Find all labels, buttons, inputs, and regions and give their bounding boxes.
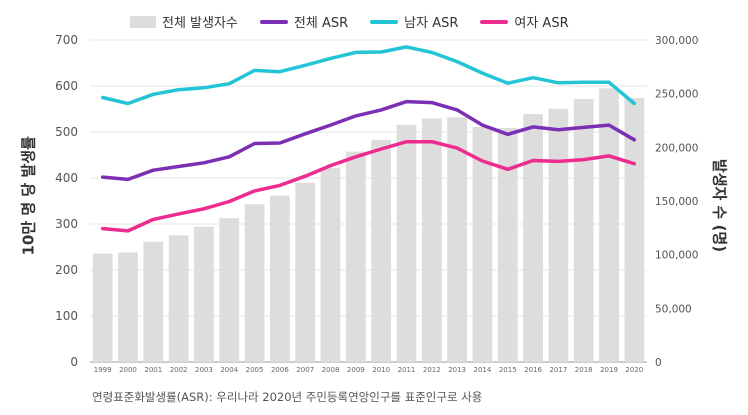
y-tick-label-right: 0 xyxy=(655,357,662,369)
y-tick-label-right: 100,000 xyxy=(655,250,698,262)
x-tick-label: 2015 xyxy=(499,366,517,374)
x-tick-label: 2010 xyxy=(372,366,390,374)
x-tick-label: 2005 xyxy=(246,366,264,374)
y-tick-label-left: 400 xyxy=(55,171,78,185)
legend-swatch-total-asr xyxy=(259,19,288,24)
bar-2011 xyxy=(396,124,417,362)
legend-label-total-asr: 전체 ASR xyxy=(293,16,349,31)
bar-2003 xyxy=(194,226,214,362)
legend-label-female-asr: 여자 ASR xyxy=(514,16,569,31)
legend-swatch-bar xyxy=(130,15,156,28)
bar-2010 xyxy=(371,139,392,362)
bar-1999 xyxy=(92,253,113,362)
y-tick-label-right: 50,000 xyxy=(655,303,692,315)
series-line-1 xyxy=(100,45,637,106)
legend-label-male-asr: 남자 ASR xyxy=(404,16,459,31)
x-tick-label: 2003 xyxy=(195,366,213,374)
bar-2000 xyxy=(118,252,138,362)
y-tick-label-left: 200 xyxy=(55,263,78,277)
x-tick-label: 2013 xyxy=(448,366,466,374)
chart-legend: 전체 발생자수 전체 ASR 남자 ASR 여자 ASR xyxy=(130,12,569,31)
x-tick-label: 2004 xyxy=(220,366,238,374)
x-tick-label: 2020 xyxy=(625,366,643,374)
bar-2014 xyxy=(472,126,493,362)
x-tick-label: 2011 xyxy=(398,366,416,374)
x-tick-label: 2017 xyxy=(549,366,567,374)
x-tick-label: 2018 xyxy=(575,366,593,374)
x-tick-label: 2009 xyxy=(347,366,365,374)
y-tick-label-left: 500 xyxy=(55,125,78,139)
y-tick-label-right: 200,000 xyxy=(655,142,698,154)
legend-item-female-asr: 여자 ASR xyxy=(480,12,569,31)
bar-2006 xyxy=(270,195,290,362)
y-tick-label-left: 300 xyxy=(55,217,78,231)
legend-item-total-cases: 전체 발생자수 xyxy=(130,12,238,31)
bar-2012 xyxy=(421,118,442,362)
bar-2016 xyxy=(523,114,543,362)
legend-item-total-asr: 전체 ASR xyxy=(259,12,349,31)
legend-swatch-male-asr xyxy=(370,19,399,24)
bar-2018 xyxy=(573,99,594,363)
y-axis-label-left: 10만 명 당 발생률 xyxy=(19,136,38,256)
y-tick-label-left: 0 xyxy=(70,355,78,369)
x-tick-label: 2014 xyxy=(474,366,492,374)
bar-2013 xyxy=(447,117,467,362)
y-tick-label-left: 600 xyxy=(55,79,78,93)
x-tick-label: 2000 xyxy=(119,366,137,374)
bar-2001 xyxy=(143,241,164,362)
x-tick-label: 1999 xyxy=(94,366,112,374)
y-axis-label-right: 발생자 수 (명) xyxy=(710,158,729,253)
y-tick-label-left: 700 xyxy=(55,33,78,47)
series-line-0 xyxy=(100,99,637,182)
legend-label-total-cases: 전체 발생자수 xyxy=(162,16,238,31)
y-tick-label-right: 300,000 xyxy=(655,35,698,47)
x-tick-label: 2001 xyxy=(144,366,162,374)
series-line-2 xyxy=(100,139,637,233)
bar-2007 xyxy=(295,182,316,362)
bar-2004 xyxy=(219,218,240,362)
bar-2008 xyxy=(320,167,341,362)
bar-2002 xyxy=(168,235,189,362)
x-tick-label: 2019 xyxy=(600,366,618,374)
x-tick-label: 2008 xyxy=(322,366,340,374)
x-tick-label: 2016 xyxy=(524,366,542,374)
y-tick-label-right: 250,000 xyxy=(655,89,698,101)
x-tick-label: 2002 xyxy=(170,366,188,374)
x-tick-label: 2006 xyxy=(271,366,289,374)
legend-item-male-asr: 남자 ASR xyxy=(370,12,458,31)
y-tick-label-left: 100 xyxy=(55,309,78,323)
bar-2009 xyxy=(345,151,366,362)
y-tick-label-right: 150,000 xyxy=(655,196,698,208)
bar-2015 xyxy=(497,128,518,362)
bar-2017 xyxy=(548,108,569,363)
legend-swatch-female-asr xyxy=(480,19,509,24)
bar-2005 xyxy=(244,204,265,362)
x-tick-label: 2012 xyxy=(423,366,441,374)
footnote: 연령표준화발생률(ASR): 우리나라 2020년 주민등록연앙인구를 표준인구… xyxy=(92,390,483,404)
x-tick-label: 2007 xyxy=(296,366,314,374)
